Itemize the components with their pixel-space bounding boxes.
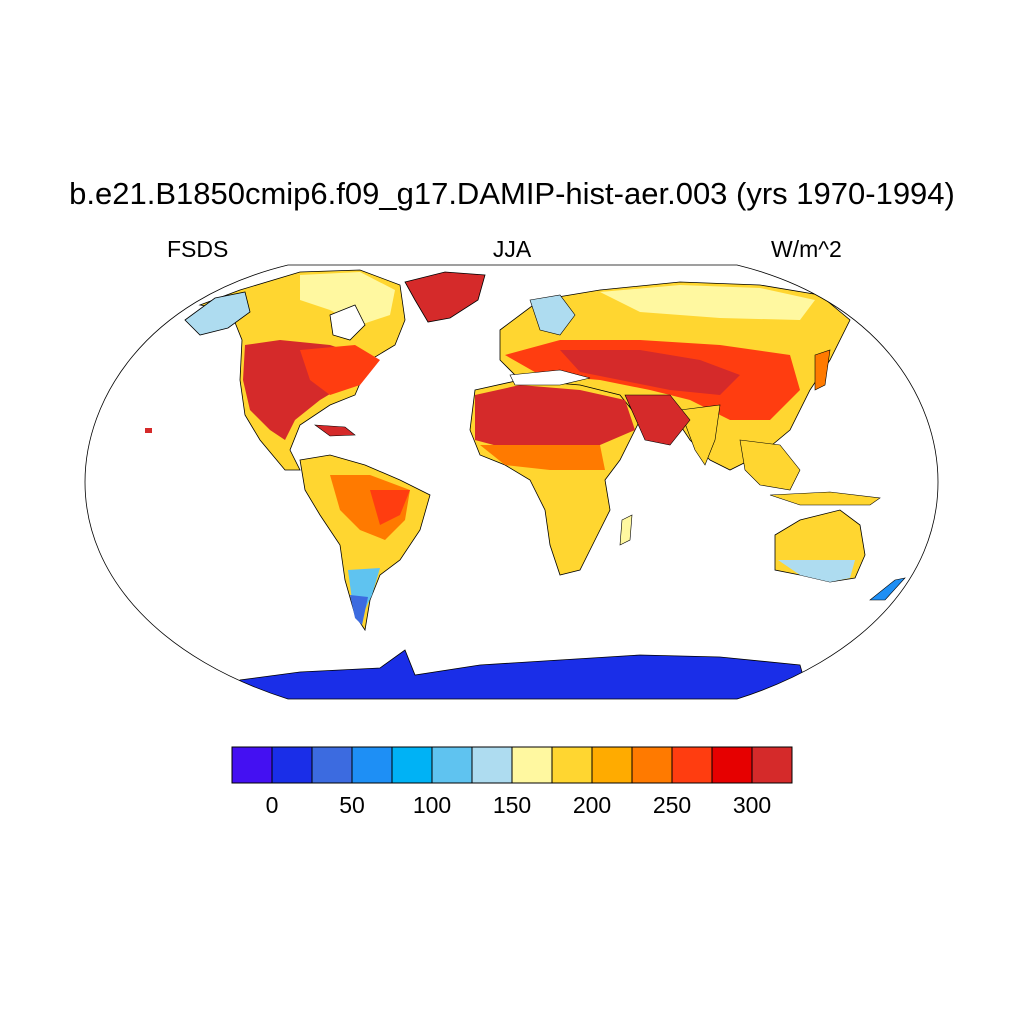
brazil-high: [370, 490, 410, 525]
indonesia: [769, 491, 881, 506]
mediterranean: [509, 369, 591, 386]
colorbar-swatch: [271, 746, 313, 784]
colorbar-tick-label: 100: [412, 792, 452, 818]
alaska: [184, 291, 251, 336]
hawaii: [145, 428, 152, 433]
colorbar-tick-label: 300: [732, 792, 772, 818]
colorbar-swatch: [391, 746, 433, 784]
colorbar-swatch: [751, 746, 793, 784]
colorbar-swatch: [351, 746, 393, 784]
colorbar-swatch: [511, 746, 553, 784]
colorbar-swatch: [711, 746, 753, 784]
hudson-bay: [329, 304, 366, 341]
north-america-mid: [300, 345, 380, 395]
arabia: [624, 394, 691, 446]
colorbar-swatch: [551, 746, 593, 784]
variable-label: FSDS: [167, 236, 229, 262]
antarctica: [229, 649, 811, 699]
central-asia: [560, 350, 740, 395]
australia-south: [778, 560, 855, 582]
season-label: JJA: [492, 236, 532, 262]
cuba: [313, 424, 356, 437]
colorbar-tick-label: 250: [652, 792, 692, 818]
colorbar-swatch: [431, 746, 473, 784]
scandinavia: [529, 294, 576, 336]
colorbar-tick-label: 200: [572, 792, 612, 818]
japan: [814, 349, 831, 391]
canada-north: [300, 272, 395, 325]
units-label: W/m^2: [771, 236, 842, 262]
colorbar-swatch: [311, 746, 353, 784]
new-zealand: [869, 577, 906, 601]
greenland: [404, 271, 486, 323]
colorbar-swatch: [631, 746, 673, 784]
siberia-north: [600, 285, 815, 320]
sahel: [480, 445, 605, 470]
map-title: b.e21.B1850cmip6.f09_g17.DAMIP-hist-aer.…: [69, 176, 955, 211]
colorbar-swatch: [591, 746, 633, 784]
colorbar-swatch: [471, 746, 513, 784]
colorbar-tick-label: 50: [339, 792, 365, 818]
colorbar-swatch: [671, 746, 713, 784]
southeast-asia: [739, 439, 801, 491]
colorbar-tick-label: 150: [492, 792, 532, 818]
colorbar-swatch: [231, 746, 273, 784]
globe-outline: [84, 264, 939, 700]
sahara: [475, 385, 635, 448]
patagonia: [350, 595, 368, 625]
madagascar: [619, 514, 633, 546]
colorbar-tick-label: 0: [265, 792, 279, 818]
